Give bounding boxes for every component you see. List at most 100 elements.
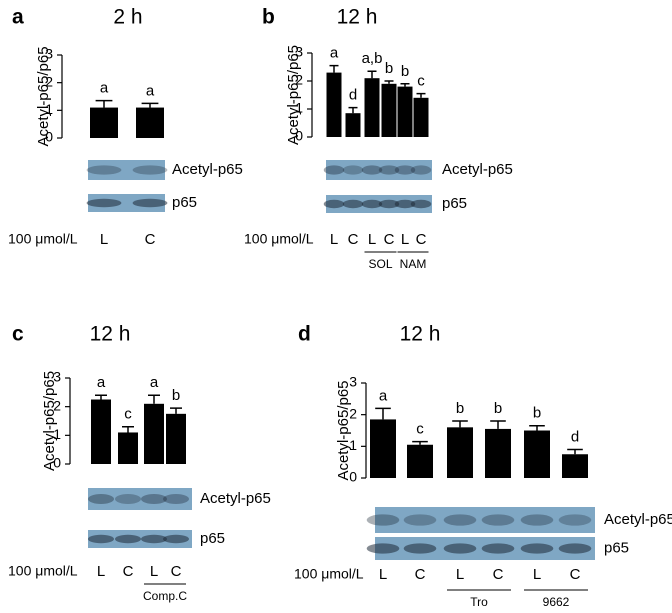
group-label: SOL <box>368 257 392 271</box>
bar <box>91 399 111 464</box>
error-bar <box>170 407 182 414</box>
panel-title: 2 h <box>113 6 142 29</box>
x-tick-label: L <box>97 563 105 580</box>
blot-label: p65 <box>172 194 197 211</box>
blot-label: p65 <box>200 530 225 547</box>
panel-title: 12 h <box>90 323 131 346</box>
error-bar <box>567 448 583 455</box>
blot-band <box>115 534 141 544</box>
x-tick-label: L <box>330 231 338 248</box>
y-tick-label: 3 <box>53 369 61 385</box>
blot-band <box>132 165 168 175</box>
error-bar <box>490 420 506 429</box>
blot-band <box>88 534 114 544</box>
bar <box>90 107 118 138</box>
panel-letter: b <box>262 6 275 29</box>
error-bar <box>416 92 426 98</box>
blot-label: Acetyl-p65 <box>200 490 271 507</box>
error-bar <box>400 83 410 87</box>
blot-band <box>323 165 345 175</box>
error-bar <box>95 99 113 108</box>
x-tick-label: C <box>570 566 581 583</box>
blot-band <box>361 199 383 209</box>
y-tick-label: 0 <box>45 129 53 145</box>
blot-label: Acetyl-p65 <box>442 161 513 178</box>
significance-letter: b <box>385 60 393 77</box>
blot-band <box>520 543 554 554</box>
x-tick-label: C <box>415 566 426 583</box>
blot-band <box>163 494 189 504</box>
blot-strip <box>88 488 192 510</box>
bar <box>118 432 138 464</box>
blot-band <box>342 199 364 209</box>
significance-letter: d <box>571 428 579 445</box>
group-label: NAM <box>400 257 427 271</box>
blot-band <box>410 165 432 175</box>
error-bar <box>148 394 160 404</box>
blot-label: p65 <box>604 539 629 556</box>
bar <box>136 107 164 138</box>
significance-letter: b <box>401 63 409 80</box>
significance-letter: a <box>100 80 109 97</box>
x-tick-label: C <box>384 231 395 248</box>
x-tick-label: L <box>401 231 409 248</box>
significance-letter: b <box>172 387 180 404</box>
blot-strip <box>326 160 432 180</box>
blot-label: Acetyl-p65 <box>172 161 243 178</box>
blot-band <box>342 165 364 175</box>
blot-band <box>481 543 515 554</box>
dose-label: 100 μmol/L <box>8 231 78 247</box>
blot-band <box>443 514 477 526</box>
bar <box>381 83 397 137</box>
group-label: 9662 <box>543 595 570 609</box>
error-bar <box>529 425 545 431</box>
y-tick-label: 3 <box>295 44 303 60</box>
blot-strip <box>88 194 165 212</box>
blot-band <box>141 494 167 504</box>
x-tick-label: C <box>493 566 504 583</box>
y-tick-label: 2 <box>53 397 61 413</box>
panel-title: 12 h <box>337 6 378 29</box>
error-bar <box>329 64 339 73</box>
bar <box>364 78 380 137</box>
bar <box>447 427 473 478</box>
blot-band <box>443 543 477 554</box>
error-bar <box>452 420 468 428</box>
y-axis-label: Acetyl-p65/p65 <box>41 371 58 471</box>
y-tick-label: 1 <box>45 101 53 117</box>
dose-label: 100 μmol/L <box>244 231 314 247</box>
error-bar <box>412 440 428 445</box>
panel-letter: c <box>12 323 24 346</box>
bar <box>524 430 550 478</box>
blot-band <box>410 199 432 209</box>
blot-band <box>323 199 345 209</box>
panel-letter: d <box>298 323 311 346</box>
blot-band <box>361 165 383 175</box>
group-label: Tro <box>470 595 488 609</box>
blot-band <box>378 165 400 175</box>
blot-band <box>558 514 592 526</box>
bar <box>166 413 186 464</box>
bar <box>370 419 396 478</box>
bar <box>413 97 429 137</box>
significance-letter: c <box>124 406 132 423</box>
significance-letter: b <box>494 400 502 417</box>
x-tick-label: L <box>368 231 376 248</box>
blot-band <box>132 198 168 208</box>
blot-band <box>394 199 416 209</box>
blot-band <box>141 534 167 544</box>
significance-letter: a <box>146 82 155 99</box>
x-tick-label: C <box>348 231 359 248</box>
y-tick-label: 0 <box>295 128 303 144</box>
y-tick-label: 2 <box>295 72 303 88</box>
panel-title: 12 h <box>400 323 441 346</box>
significance-letter: c <box>416 421 424 438</box>
y-axis-label: Acetyl-p65/p65 <box>335 380 352 480</box>
error-bar <box>141 102 159 108</box>
y-axis-label: Acetyl-p65/p65 <box>285 45 302 145</box>
significance-letter: d <box>349 87 357 104</box>
